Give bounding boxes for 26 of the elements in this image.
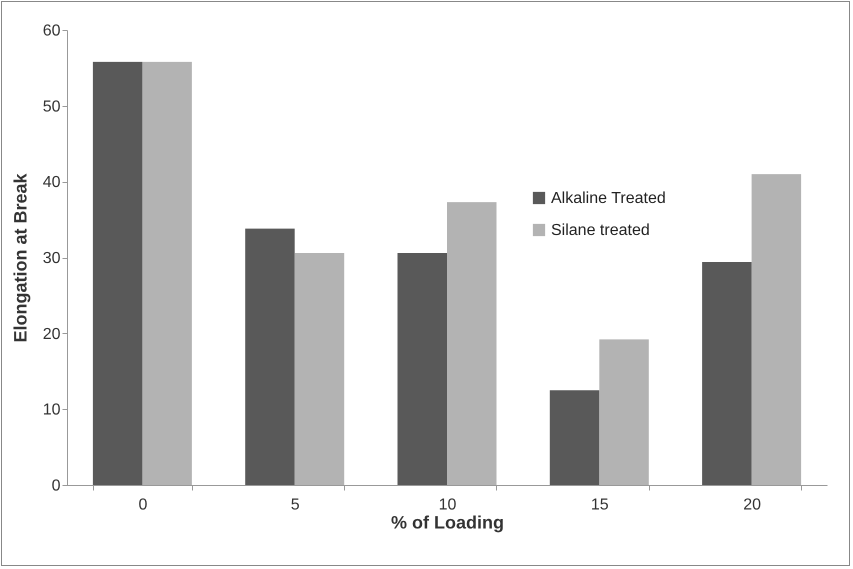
- y-tick-label: 50: [42, 98, 61, 116]
- legend-label: Alkaline Treated: [551, 190, 666, 207]
- bar: [398, 252, 447, 485]
- y-tick-label: 40: [42, 174, 61, 192]
- x-tick-label: 0: [138, 496, 148, 514]
- x-axis-title: % of Loading: [391, 512, 504, 532]
- y-tick-label: 30: [42, 250, 61, 267]
- bar: [245, 228, 295, 485]
- x-tick-label: 10: [438, 496, 456, 514]
- legend-label: Silane treated: [551, 222, 650, 239]
- bar: [550, 390, 600, 485]
- y-tick-label: 0: [52, 478, 61, 494]
- bar: [752, 174, 802, 485]
- y-tick-label: 20: [42, 326, 61, 343]
- bar: [142, 62, 192, 485]
- x-tick-label: 20: [743, 496, 762, 514]
- y-axis-title: Elongation at Break: [10, 172, 31, 343]
- x-tick-label: 15: [590, 496, 609, 514]
- bar: [702, 262, 752, 485]
- y-tick-label: 60: [42, 22, 61, 40]
- bar: [92, 62, 142, 485]
- bar: [447, 202, 496, 485]
- x-tick-label: 5: [290, 496, 300, 514]
- bar: [599, 339, 649, 485]
- y-tick-label: 10: [42, 402, 61, 419]
- bar: [294, 252, 344, 485]
